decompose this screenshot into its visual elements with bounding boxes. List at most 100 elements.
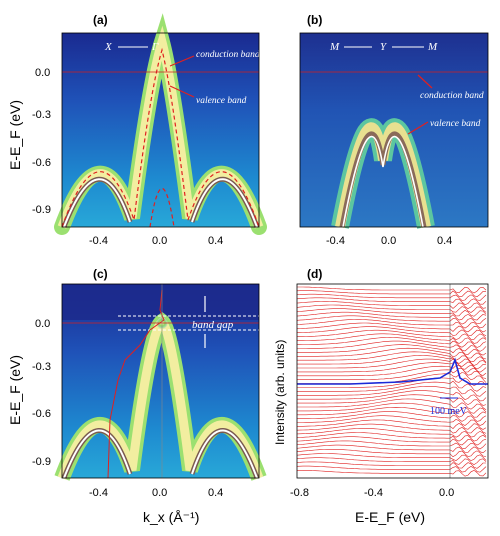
edc-curve [297,406,487,418]
x-tick: 0.4 [208,487,223,499]
panel-b-bands [331,118,435,229]
panel-a-bands [54,13,267,235]
panel-a-ann-conduction: conduction band [196,50,260,60]
edc-curve [297,340,487,352]
edc-curve [297,333,487,344]
edc-curve [296,319,487,329]
x-tick: 0.4 [437,235,452,247]
panel-a-y-ticks: 0.0 -0.3 -0.6 -0.9 [32,67,51,216]
edc-curve [296,293,487,301]
panel-a-arrow-conduction [169,55,195,67]
edc-curve [296,308,487,317]
edc-curve [296,449,487,458]
edc-curve [296,304,487,313]
y-tick: -0.6 [32,408,51,420]
edc-curve [297,344,487,356]
panel-c-x-ticks: -0.4 0.0 0.4 [89,487,223,499]
x-tick: 0.0 [152,487,167,499]
panel-d-x-ticks: -0.8 -0.4 0.0 [290,487,454,499]
panel-d-ann-100mev: 100 meV [430,406,468,417]
x-tick: -0.4 [89,487,108,499]
panel-a-label: (a) [93,13,108,27]
panel-d-label: (d) [307,267,322,281]
panel-b-dir-right: M [427,41,438,53]
panel-a-ann-valence: valence band [196,96,247,106]
panel-b-label: (b) [307,13,322,27]
panel-c-y-ticks: 0.0 -0.3 -0.6 -0.9 [32,318,51,468]
edc-curve [297,402,487,414]
x-tick: 0.0 [152,235,167,247]
panel-a-dir-left: X [104,41,113,53]
panel-b-ann-valence: valence band [430,119,481,129]
edc-curve [296,465,487,473]
panel-a-arrow-valence [169,85,195,98]
x-tick: 0.0 [381,235,396,247]
y-tick: 0.0 [35,67,50,79]
panel-c-edc-curve [107,289,165,479]
edc-curve [297,286,487,294]
panel-d: (d) 100 meV -0.8 -0.4 0.0 Intensity (arb… [273,267,489,525]
edc-curve [297,367,487,380]
panel-b-ann-conduction: conduction band [420,91,484,101]
x-tick: 0.4 [208,235,223,247]
panel-b: (b) M Y M conduction band valence band -… [299,13,489,247]
edc-curve [296,290,486,298]
y-tick: -0.3 [32,361,51,373]
edc-curve [296,311,487,321]
edc-curve [297,380,487,392]
panel-a-frame [61,32,260,228]
edc-curve [296,329,487,340]
edc-curve [297,415,487,426]
edc-curve [296,428,487,438]
panel-a-ylabel: E-E_F (eV) [7,100,23,170]
panel-a-dir-right: Γ [151,41,159,53]
y-tick: -0.9 [32,456,51,468]
x-tick: -0.8 [290,487,309,499]
edc-curve [296,322,487,333]
panel-c-frame [61,283,260,479]
edc-curve [296,444,487,454]
panel-d-frame [296,283,489,479]
edc-curve [297,377,487,388]
edc-curve [296,315,487,325]
panel-c-label: (c) [93,267,108,281]
x-tick: 0.0 [439,487,454,499]
y-tick: -0.9 [32,204,51,216]
panel-b-arrow-valence [407,121,429,135]
panel-b-arrow-conduction [417,74,433,89]
panel-a: (a) X Γ conduction band valence band 0.0… [7,13,267,247]
x-tick: -0.4 [364,487,383,499]
edc-curve [296,436,487,446]
edc-curve [297,390,487,402]
edc-curve [296,419,487,430]
edc-curve [296,301,487,309]
edc-curve [296,297,487,305]
edc-curve [297,398,487,411]
edc-curve [296,432,487,442]
edc-curve [297,386,487,397]
x-tick: -0.4 [89,235,108,247]
edc-curve [296,423,487,434]
panel-d-ylabel: Intensity (arb. units) [273,340,287,445]
edc-curve [297,469,487,477]
y-tick: -0.3 [32,109,51,121]
panel-b-x-ticks: -0.4 0.0 0.4 [326,235,452,247]
x-tick: -0.4 [326,235,345,247]
panel-b-dir-left: M [329,41,340,53]
edc-curve [296,440,487,450]
edc-curve [296,453,487,462]
edc-curve [296,461,486,469]
panel-c-ann-band-gap: band gap [192,319,234,331]
panel-b-frame [299,32,489,228]
edc-curve [297,347,487,360]
edc-curve [297,364,487,377]
edc-curve [296,457,487,465]
panel-c: (c) band gap 0.0 -0.3 -0.6 -0.9 -0.4 0.0… [7,267,267,525]
panel-c-ylabel: E-E_F (eV) [7,355,23,425]
panel-d-xlabel: E-E_F (eV) [355,509,425,525]
panel-b-dir-mid: Y [380,41,388,53]
panel-d-edc-lines [296,286,487,477]
edc-curve [296,326,487,337]
edc-curve [297,394,487,406]
